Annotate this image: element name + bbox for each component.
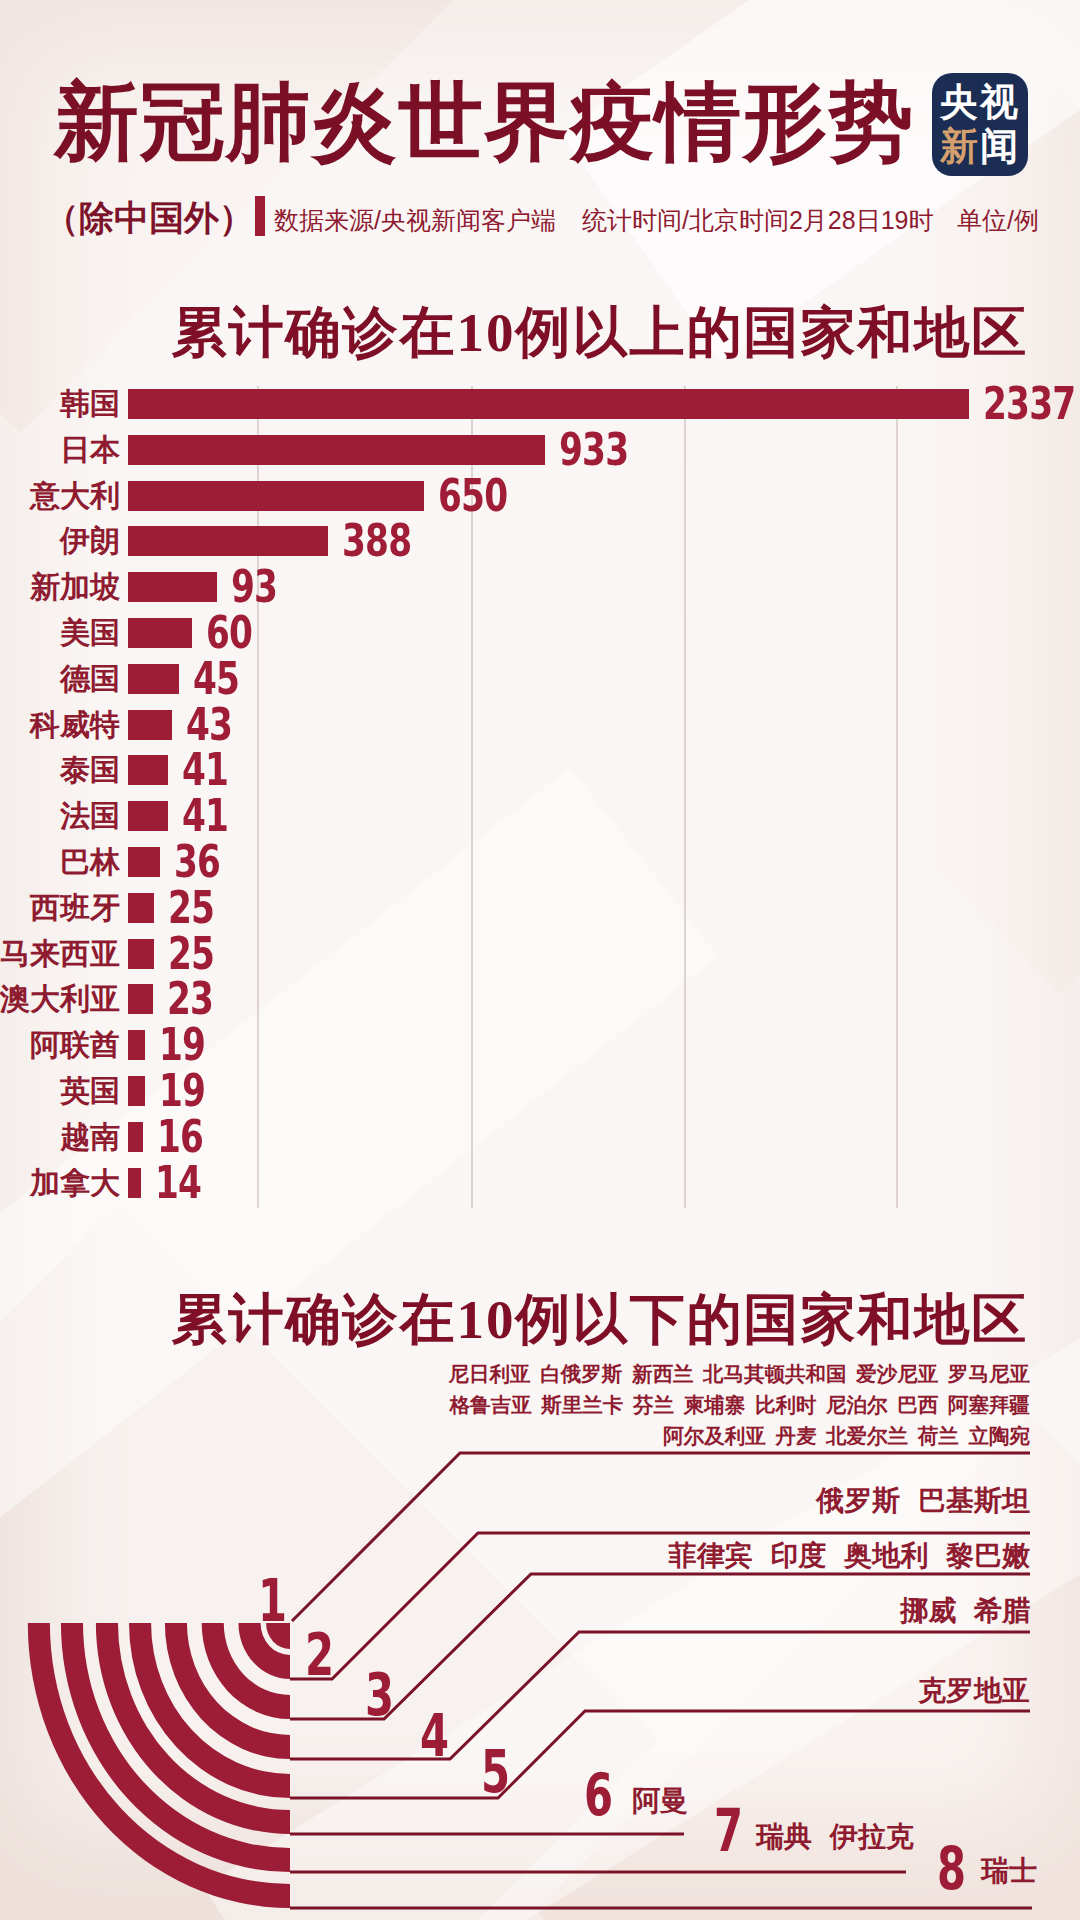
fan-number: 2 <box>305 1626 334 1684</box>
fan-countries: 尼日利亚 白俄罗斯 新西兰 北马其顿共和国 爱沙尼亚 罗马尼亚格鲁吉亚 斯里兰卡… <box>449 1358 1030 1451</box>
fan-number: 6 <box>584 1766 613 1824</box>
fan-number: 7 <box>714 1802 743 1860</box>
fan-number: 5 <box>481 1743 510 1801</box>
fan-number: 8 <box>937 1840 966 1898</box>
fan-countries: 挪威 希腊 <box>900 1594 1030 1628</box>
fan-countries-line: 阿尔及利亚 丹麦 北爱尔兰 荷兰 立陶宛 <box>449 1420 1030 1451</box>
fan-countries: 阿曼 <box>632 1784 688 1818</box>
fan-countries: 克罗地亚 <box>918 1674 1030 1708</box>
fan-countries: 菲律宾 印度 奥地利 黎巴嫩 <box>669 1539 1030 1573</box>
fan-number: 4 <box>420 1707 449 1765</box>
fan-svg <box>0 0 1080 1920</box>
fan-number: 1 <box>258 1572 287 1630</box>
fan-countries: 瑞典 伊拉克 <box>756 1820 914 1854</box>
fan-countries-line: 尼日利亚 白俄罗斯 新西兰 北马其顿共和国 爱沙尼亚 罗马尼亚 <box>449 1358 1030 1389</box>
fan-number: 3 <box>365 1666 394 1724</box>
fan-countries: 俄罗斯 巴基斯坦 <box>816 1484 1030 1518</box>
fan-countries: 瑞士 <box>981 1854 1037 1888</box>
fan-countries-line: 格鲁吉亚 斯里兰卡 芬兰 柬埔寨 比利时 尼泊尔 巴西 阿塞拜疆 <box>449 1389 1030 1420</box>
infographic-page: 新冠肺炎世界疫情形势 央视 新闻 （除中国外） 数据来源/央视新闻客户端 统计时… <box>0 0 1080 1920</box>
